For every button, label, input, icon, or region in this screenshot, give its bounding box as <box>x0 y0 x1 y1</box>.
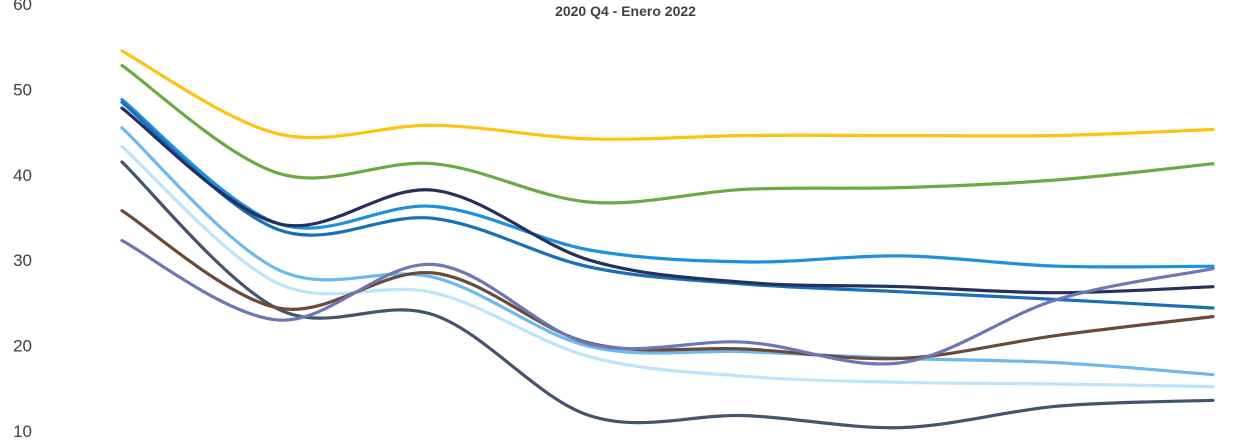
series-line-1 <box>120 49 1215 141</box>
series-line-7 <box>120 145 1215 389</box>
y-tick-label: 50 <box>13 80 32 99</box>
y-axis-tick-labels: 60 50 40 30 20 10 <box>13 0 32 441</box>
series-line-3 <box>120 98 1215 269</box>
y-tick-label: 30 <box>13 251 32 270</box>
series-line-6 <box>120 126 1215 377</box>
y-tick-label: 60 <box>13 0 32 14</box>
series-lines <box>120 49 1215 430</box>
series-line-4 <box>120 100 1215 310</box>
y-tick-label: 10 <box>13 422 32 441</box>
series-line-2 <box>120 63 1215 205</box>
series-line-8 <box>120 160 1215 430</box>
y-tick-label: 20 <box>13 337 32 356</box>
series-line-9 <box>120 209 1215 361</box>
series-line-10 <box>120 239 1215 366</box>
y-tick-label: 40 <box>13 166 32 185</box>
chart-title: 2020 Q4 - Enero 2022 <box>555 3 696 19</box>
series-line-5 <box>120 106 1215 295</box>
